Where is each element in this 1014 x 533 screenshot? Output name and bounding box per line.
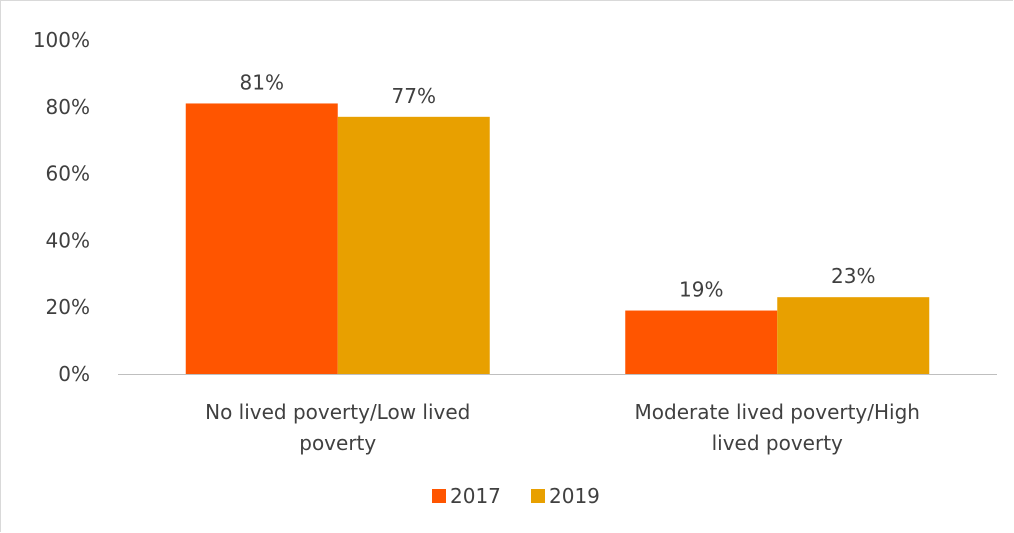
x-category-label-1: No lived poverty/Low lived poverty: [205, 400, 470, 455]
data-label-2019-1: 77%: [392, 84, 436, 108]
legend-label-2019: 2019: [549, 484, 600, 508]
legend-swatch-2019: [531, 489, 545, 503]
bar-2019-1: [337, 116, 490, 374]
legend: 2017 2019: [432, 484, 600, 508]
y-tick-label: 100%: [33, 28, 90, 52]
bar-2017-2: [625, 310, 778, 374]
y-axis-ticks: 0% 20% 40% 60% 80% 100%: [33, 28, 90, 386]
y-tick-label: 40%: [46, 228, 90, 252]
legend-label-2017: 2017: [450, 484, 501, 508]
y-tick-label: 80%: [46, 95, 90, 119]
bar-2019-2: [777, 297, 930, 374]
x-category-label-line: poverty: [299, 431, 376, 455]
bars: [185, 103, 930, 375]
data-label-2017-1: 81%: [240, 70, 284, 94]
y-tick-label: 0%: [58, 362, 90, 386]
legend-swatch-2017: [432, 489, 446, 503]
data-label-2019-2: 23%: [831, 264, 875, 288]
y-tick-label: 60%: [46, 162, 90, 186]
x-category-label-line: No lived poverty/Low lived: [205, 400, 470, 424]
bar-2017-1: [185, 103, 338, 375]
y-tick-label: 20%: [46, 295, 90, 319]
data-labels: 81% 77% 19% 23%: [240, 70, 876, 301]
x-category-label-2: Moderate lived poverty/High lived poverty: [635, 400, 920, 455]
data-label-2017-2: 19%: [679, 278, 723, 302]
x-category-label-line: Moderate lived poverty/High: [635, 400, 920, 424]
x-axis-category-labels: No lived poverty/Low lived poverty Moderat…: [205, 400, 920, 455]
x-category-label-line: lived poverty: [712, 431, 843, 455]
